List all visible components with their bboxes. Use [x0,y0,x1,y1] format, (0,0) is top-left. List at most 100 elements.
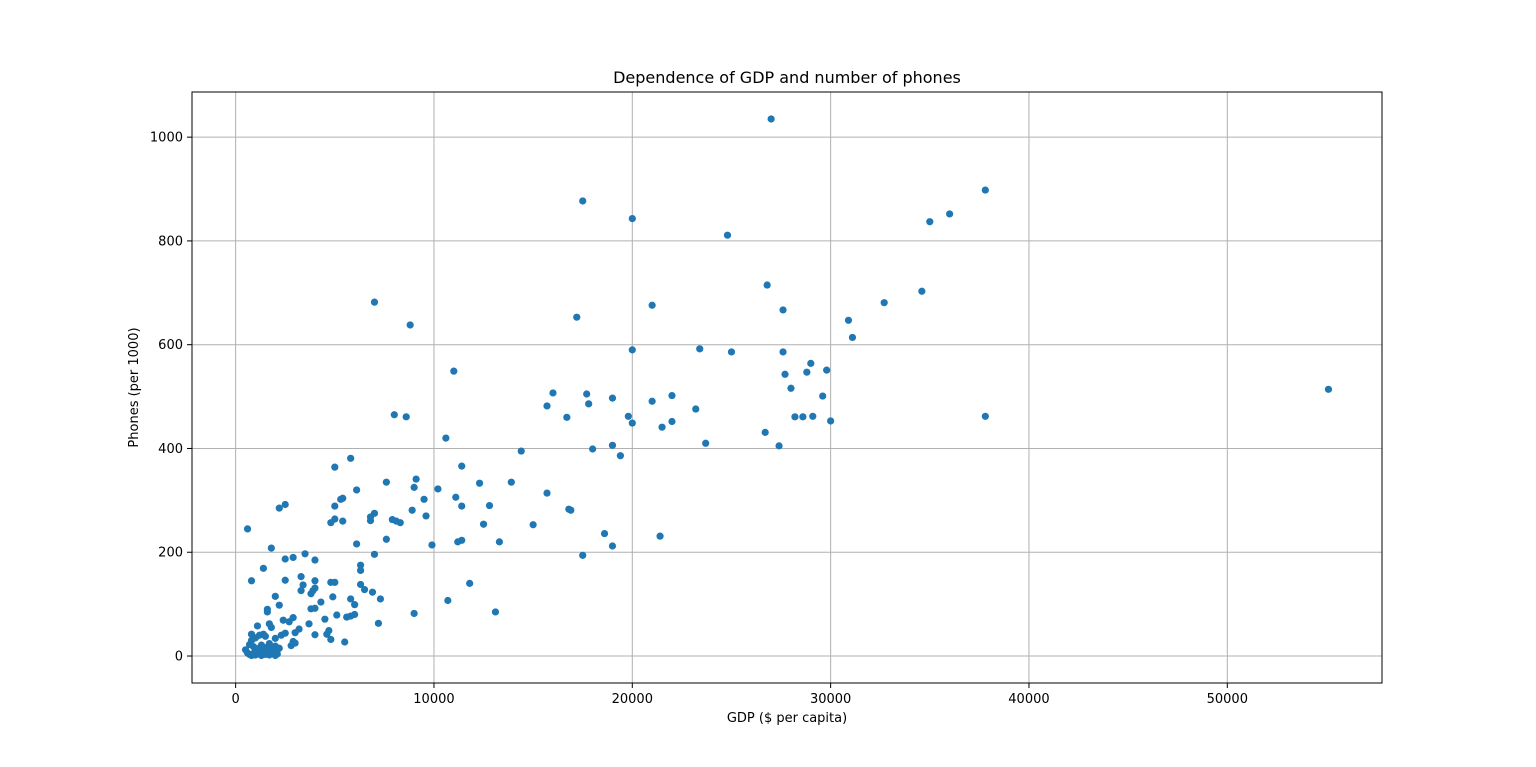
data-point [331,463,339,471]
data-point [803,368,811,376]
y-axis-label: Phones (per 1000) [127,327,142,447]
data-point [392,517,400,525]
data-point [247,577,256,585]
data-point [775,442,783,450]
data-point [311,584,319,592]
data-point [848,333,857,342]
data-point [281,500,289,509]
data-point [723,231,732,239]
data-point [827,417,835,425]
data-point [410,609,418,618]
data-point [628,419,636,427]
data-point [353,540,361,548]
x-tick-label: 0 [231,692,239,707]
data-point [458,462,466,470]
data-point [351,601,359,609]
data-point [608,394,617,402]
data-point [779,306,787,314]
data-point [279,616,287,624]
data-point [281,555,289,563]
x-tick-label: 10000 [413,692,454,707]
data-point [261,632,269,640]
x-tick-label: 40000 [1008,692,1049,707]
x-axis-ticks: 0 10000 20000 30000 40000 50000 [231,683,1248,707]
data-point [491,608,500,616]
data-point [271,592,279,600]
data-point [628,346,636,354]
data-point [353,486,361,494]
data-point [291,639,299,647]
data-point [267,544,275,552]
data-point [325,626,333,635]
data-point [347,595,355,603]
chart-title: Dependence of GDP and number of phones [613,68,961,87]
data-point [331,502,339,510]
data-point [485,501,494,510]
data-point [356,580,365,589]
data-point [543,489,551,497]
y-tick-label: 800 [158,234,183,249]
data-point [579,197,587,205]
data-point [567,506,575,514]
x-axis-label: GDP ($ per capita) [727,711,847,726]
data-point [529,521,537,529]
data-point [549,389,557,397]
data-point [331,515,339,523]
data-point [275,504,283,512]
data-point [781,370,789,378]
data-point [333,611,341,619]
data-point [807,359,815,367]
data-point [727,348,736,356]
data-point [251,647,260,655]
data-point [926,218,934,226]
data-point [311,604,319,612]
data-point [370,298,379,306]
data-point [301,550,309,558]
data-point [281,576,289,584]
data-point [297,587,305,595]
data-point [422,512,430,520]
data-point [767,115,775,123]
data-point [844,316,853,324]
data-point [763,281,771,289]
y-tick-label: 0 [175,650,183,665]
data-point [458,502,466,510]
data-point [321,615,329,623]
data-point [787,384,795,392]
data-point [257,647,266,655]
data-point [351,610,359,619]
data-point [317,598,325,606]
data-point [366,516,375,525]
data-point [585,400,593,408]
data-point [412,475,420,483]
data-point [799,413,807,421]
data-point [360,586,369,594]
x-tick-label: 50000 [1207,692,1248,707]
data-point [281,629,289,637]
data-point [624,412,632,420]
data-point [458,536,466,544]
data-point [329,593,337,601]
data-point [573,313,581,321]
data-point [428,541,436,549]
data-point [452,493,460,501]
data-point [696,345,704,353]
data-point [271,634,279,642]
data-point [331,578,339,586]
data-point [402,413,410,421]
data-point [450,367,458,375]
y-tick-label: 600 [158,338,183,353]
data-point [263,608,271,616]
plot-frame [191,91,1383,684]
data-point [341,638,349,646]
data-point [382,535,390,543]
x-tick-label: 20000 [612,692,653,707]
data-point [668,391,676,400]
data-point [589,445,597,453]
data-point [600,529,609,538]
data-point [356,566,365,575]
data-point [668,417,676,426]
data-point [337,495,345,503]
data-point [339,517,347,525]
